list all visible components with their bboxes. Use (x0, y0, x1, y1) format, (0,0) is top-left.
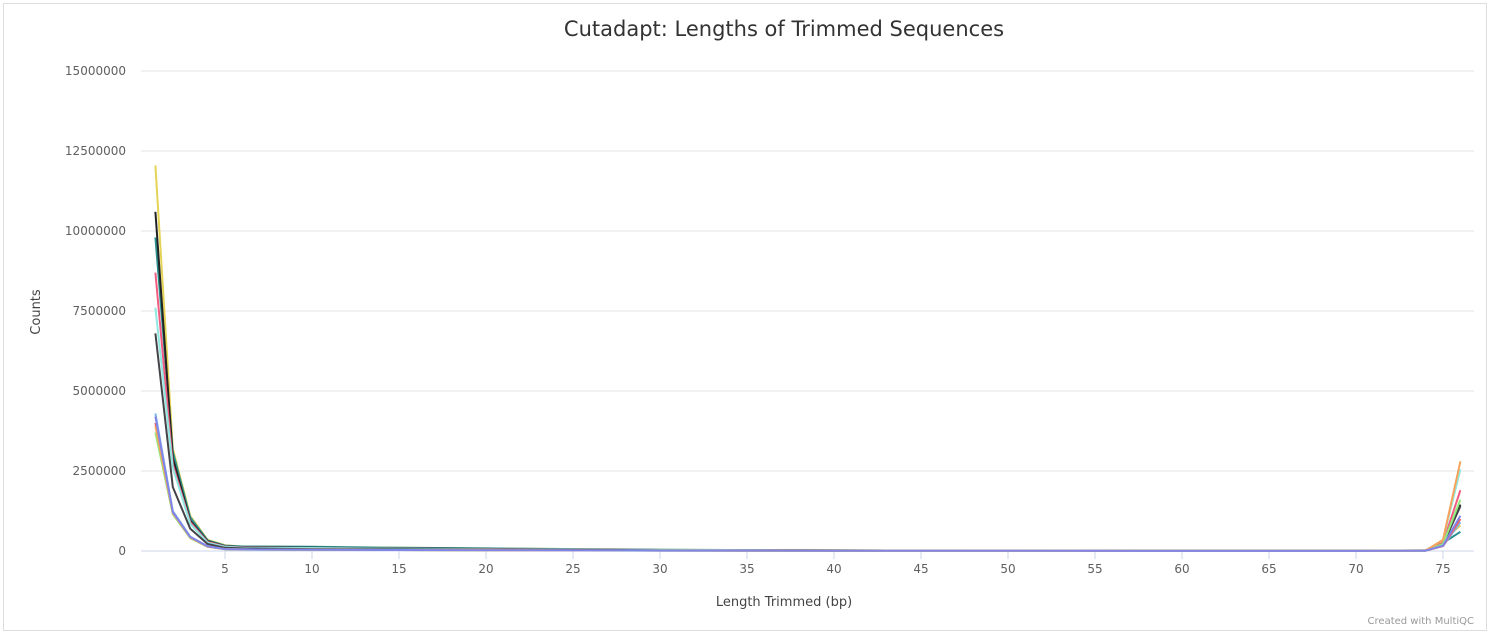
y-tick-label: 2500000 (73, 464, 126, 478)
y-tick-label: 15000000 (65, 64, 126, 78)
line-chart: Cutadapt: Lengths of Trimmed Sequences 0… (29, 17, 1474, 627)
series-line-4 (154, 307, 1462, 552)
x-tick-label: 35 (739, 562, 754, 576)
y-axis-label: Counts (29, 289, 44, 335)
y-tick-label: 7500000 (73, 304, 126, 318)
x-tick-label: 10 (304, 562, 319, 576)
y-tick-label: 12500000 (65, 144, 126, 158)
y-tick-label: 10000000 (65, 224, 126, 238)
y-tick-label: 0 (118, 544, 126, 558)
x-axis-label: Length Trimmed (bp) (716, 595, 852, 610)
x-tick-label: 60 (1174, 562, 1189, 576)
y-tick-label: 5000000 (73, 384, 126, 398)
series-line-8 (154, 432, 1462, 552)
x-tick-label: 40 (826, 562, 841, 576)
x-tick-label: 45 (913, 562, 928, 576)
x-tick-label: 30 (652, 562, 667, 576)
series-line-2 (154, 211, 1462, 552)
x-tick-label: 55 (1087, 562, 1102, 576)
series-line-3 (154, 272, 1462, 552)
series-line-9 (154, 426, 1462, 552)
series-line-5 (154, 333, 1462, 552)
credit-text[interactable]: Created with MultiQC (1368, 616, 1474, 627)
x-tick-label: 20 (478, 562, 493, 576)
x-tick-label: 50 (1000, 562, 1015, 576)
series-line-0 (154, 165, 1462, 552)
chart-title: Cutadapt: Lengths of Trimmed Sequences (564, 17, 1004, 41)
x-tick-label: 65 (1261, 562, 1276, 576)
chart-container: Cutadapt: Lengths of Trimmed Sequences 0… (3, 3, 1487, 631)
series-line-7 (154, 422, 1462, 552)
x-tick-label: 75 (1435, 562, 1450, 576)
x-tick-label: 70 (1348, 562, 1363, 576)
series-line-6 (154, 413, 1462, 552)
series-line-10 (154, 416, 1462, 552)
x-tick-label: 15 (391, 562, 406, 576)
x-tick-label: 5 (221, 562, 229, 576)
x-tick-label: 25 (565, 562, 580, 576)
series-line-1 (154, 237, 1461, 552)
